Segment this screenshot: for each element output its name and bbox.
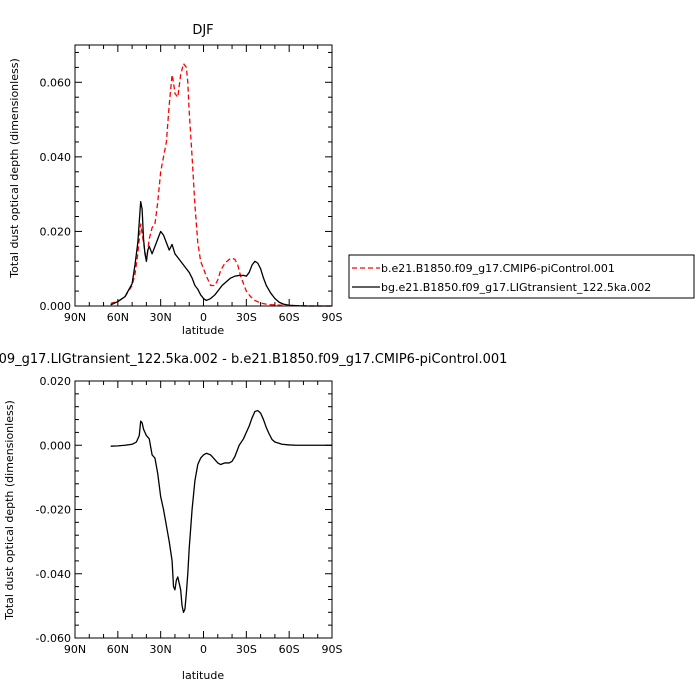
bottom-chart-y-tick-label: -0.020 xyxy=(36,504,71,517)
top-chart-legend: b.e21.B1850.f09_g17.CMIP6-piControl.001 … xyxy=(348,254,695,299)
top-chart-plot-frame xyxy=(74,44,333,307)
bottom-chart-y-tick-label: -0.040 xyxy=(36,568,71,581)
top-chart-x-tick-label: 30N xyxy=(150,311,172,324)
top-chart-series xyxy=(110,62,332,307)
top-chart-y-tick-label: 0.020 xyxy=(40,225,72,238)
bottom-chart-series xyxy=(110,409,332,613)
bottom-chart-x-tick-label: 60S xyxy=(279,643,300,656)
top-chart-y-tick-label: 0.000 xyxy=(40,300,72,313)
bottom-chart-x-tick-label: 30N xyxy=(150,643,172,656)
bottom-chart-x-tick-label: 90S xyxy=(322,643,343,656)
top-chart-x-axis-title: latitude xyxy=(182,324,224,337)
bottom-chart-title: bg.e21.B1850.f09_g17.LIGtransient_122.5k… xyxy=(0,352,507,367)
bottom-chart-axes: 90N 60N 30N 0 30S 60S 90S -0.060 -0.040 -0.020 0.0… xyxy=(36,375,343,656)
bottom-chart-x-tick-label: 60N xyxy=(107,643,129,656)
legend-label-ligtransient: bg.e21.B1850.f09_g17.LIGtransient_122.5k… xyxy=(381,281,651,294)
top-chart-x-tick-label: 90N xyxy=(64,311,86,324)
bottom-chart-x-tick-label: 90N xyxy=(64,643,86,656)
legend-label-control: b.e21.B1850.f09_g17.CMIP6-piControl.001 xyxy=(381,262,615,275)
bottom-chart-panel: bg.e21.B1850.f09_g17.LIGtransient_122.5k… xyxy=(0,352,507,682)
top-chart-x-tick-label: 90S xyxy=(322,311,343,324)
bottom-chart-x-tick-label: 0 xyxy=(200,643,207,656)
top-chart-x-tick-label: 30S xyxy=(236,311,257,324)
bottom-chart-series-line-0 xyxy=(110,409,332,613)
top-chart-title: DJF xyxy=(192,23,213,38)
legend-box xyxy=(348,254,695,299)
bottom-chart-y-tick-label: -0.060 xyxy=(36,632,71,645)
top-chart-y-tick-label: 0.060 xyxy=(40,76,72,89)
bottom-chart-x-tick-label: 30S xyxy=(236,643,257,656)
top-chart-series-line-1 xyxy=(110,200,332,307)
bottom-chart-y-tick-label: 0.020 xyxy=(40,375,72,388)
top-chart-y-tick-label: 0.040 xyxy=(40,151,72,164)
top-chart-y-axis-title: Total dust optical depth (dimensionless) xyxy=(8,58,21,278)
top-chart-x-tick-label: 0 xyxy=(200,311,207,324)
bottom-chart-x-axis-title: latitude xyxy=(182,669,224,682)
bottom-chart-y-tick-label: 0.000 xyxy=(40,439,72,452)
bottom-chart-plot-frame xyxy=(74,380,333,639)
top-chart-panel: DJF latitude Total dust optical depth (d… xyxy=(8,23,343,337)
top-chart-x-tick-label: 60S xyxy=(279,311,300,324)
top-chart-axes: 90N 60N 30N 0 30S 60S 90S 0.000 0.020 0.040 0.060 xyxy=(40,45,343,324)
top-chart-x-tick-label: 60N xyxy=(107,311,129,324)
bottom-chart-y-axis-title: Total dust optical depth (dimensionless) xyxy=(3,400,16,620)
top-chart-series-line-0 xyxy=(110,62,332,307)
